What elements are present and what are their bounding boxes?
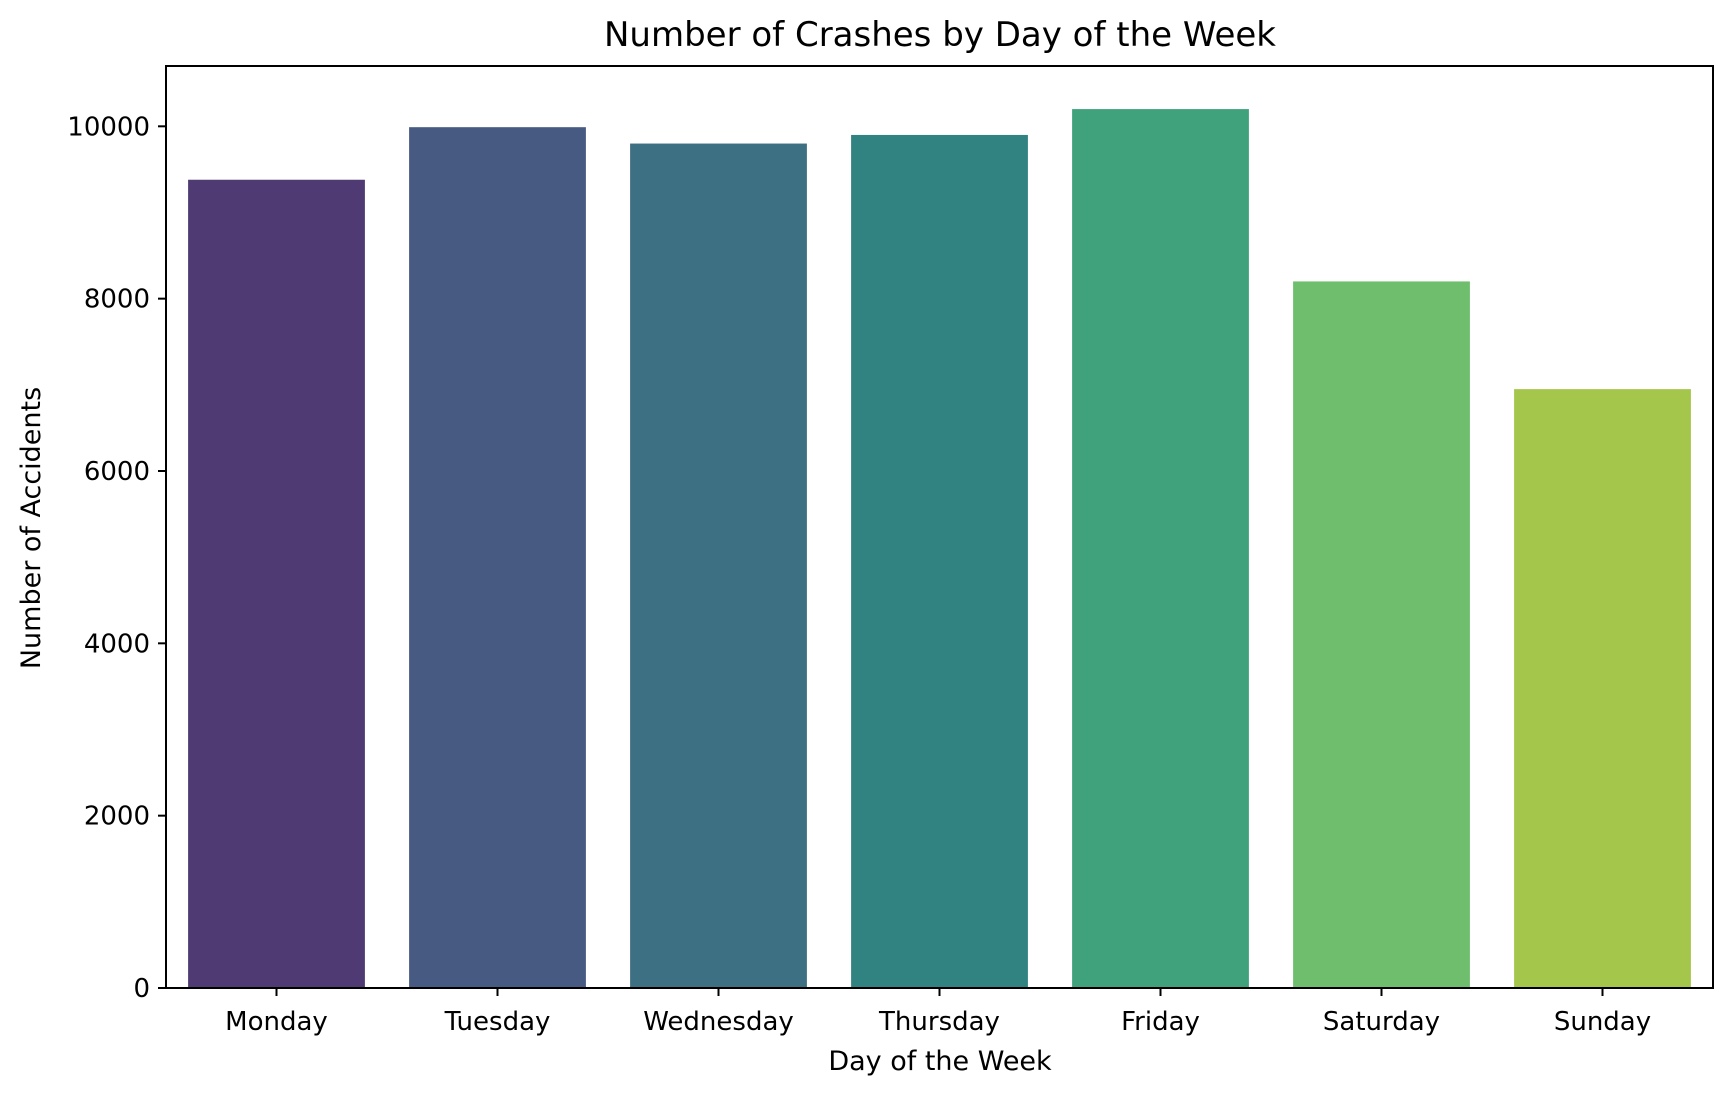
y-tick-label: 8000	[84, 285, 150, 315]
y-tick-label: 6000	[84, 457, 150, 487]
y-tick-label: 2000	[84, 802, 150, 832]
bars-group	[188, 109, 1691, 989]
bar-tuesday	[409, 127, 586, 988]
plot-frame	[165, 65, 1714, 989]
bar-friday	[1072, 109, 1249, 989]
x-axis: Monday Tuesday Wednesday Thursday Friday Satu…	[225, 988, 1651, 1037]
x-tick-label-saturday: Saturday	[1323, 1007, 1440, 1037]
bar-thursday	[851, 134, 1028, 989]
bar-saturday	[1293, 281, 1470, 989]
x-axis-label: Day of the Week	[828, 1046, 1052, 1077]
y-tick-label: 4000	[84, 629, 150, 659]
x-tick-label-wednesday: Wednesday	[643, 1007, 794, 1037]
x-tick-label-monday: Monday	[225, 1007, 328, 1037]
bar-sunday	[1514, 389, 1691, 988]
chart-title: Number of Crashes by Day of the Week	[604, 15, 1276, 55]
y-axis-label: Number of Accidents	[16, 387, 47, 669]
y-tick-label: 10000	[67, 112, 150, 142]
bar-wednesday	[630, 143, 807, 989]
x-tick-label-sunday: Sunday	[1554, 1007, 1651, 1037]
bar-monday	[188, 179, 365, 988]
y-tick-label: 0	[133, 974, 150, 1004]
y-axis: 0 2000 4000 6000 8000 10000	[67, 112, 166, 1004]
x-tick-label-friday: Friday	[1121, 1007, 1200, 1037]
x-tick-label-tuesday: Tuesday	[444, 1007, 551, 1037]
x-tick-label-thursday: Thursday	[878, 1007, 1000, 1037]
